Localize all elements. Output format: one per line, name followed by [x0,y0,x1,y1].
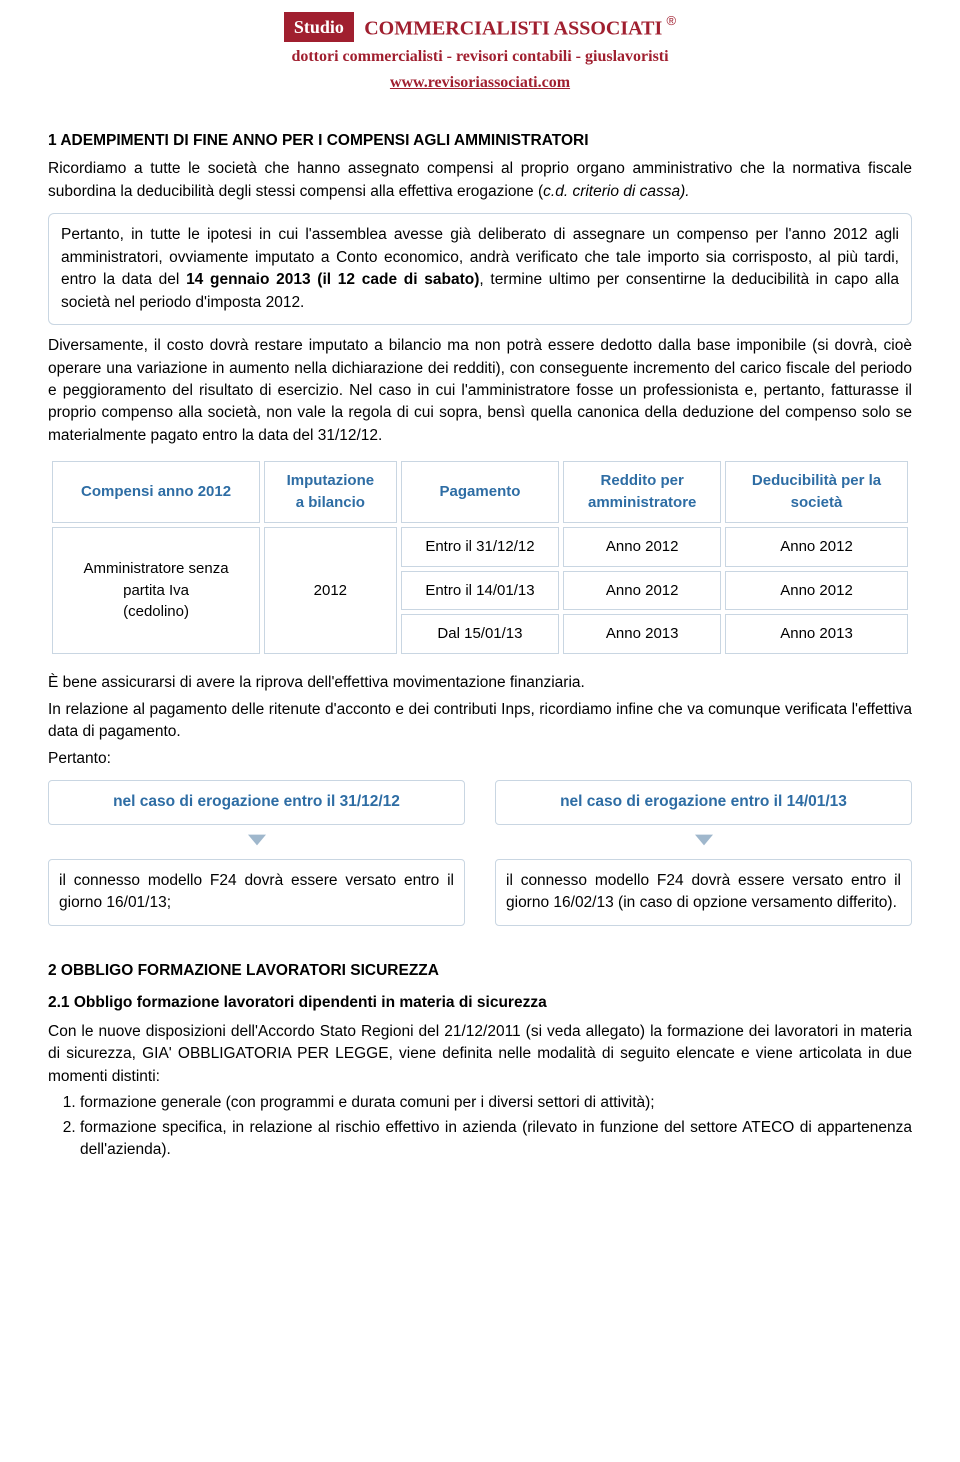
after-table-p1: È bene assicurarsi di avere la riprova d… [48,672,912,694]
callout-bold: 14 gennaio 2013 (il 12 cade di sabato) [186,271,479,288]
section-1-paragraph-2: Diversamente, il costo dovrà restare imp… [48,335,912,447]
studio-badge: Studio [284,12,354,42]
case-right: nel caso di erogazione entro il 14/01/13… [495,780,912,926]
cases-row: nel caso di erogazione entro il 31/12/12… [48,780,912,926]
td-deducibilita: Anno 2013 [725,614,908,654]
list-item: formazione specifica, in relazione al ri… [80,1117,912,1162]
section-2-paragraph: Con le nuove disposizioni dell'Accordo S… [48,1021,912,1088]
case-left-body: il connesso modello F24 dovrà essere ver… [48,859,465,926]
compensi-table: Compensi anno 2012 Imputazione a bilanci… [48,457,912,658]
section-2-list: formazione generale (con programmi e dur… [80,1092,912,1161]
td-amministratore: Amministratore senza partita Iva (cedoli… [52,527,260,654]
td-pagamento: Dal 15/01/13 [401,614,560,654]
case-right-body: il connesso modello F24 dovrà essere ver… [495,859,912,926]
td-pagamento: Entro il 14/01/13 [401,571,560,611]
letterhead-subtitle: dottori commercialisti - revisori contab… [48,45,912,68]
th-reddito: Reddito per amministratore [563,461,721,523]
case-right-header: nel caso di erogazione entro il 14/01/13 [495,780,912,824]
td-deducibilita: Anno 2012 [725,571,908,611]
letterhead-url: www.revisoriassociati.com [48,71,912,94]
letterhead: Studio COMMERCIALISTI ASSOCIATI ® dottor… [48,12,912,94]
arrow-down-icon [48,831,465,853]
after-table-p3: Pertanto: [48,748,912,770]
td-reddito: Anno 2012 [563,527,721,567]
section-1-heading: 1 ADEMPIMENTI DI FINE ANNO PER I COMPENS… [48,130,912,152]
td-imputazione: 2012 [264,527,396,654]
section-1-callout: Pertanto, in tutte le ipotesi in cui l'a… [48,213,912,325]
td-reddito: Anno 2012 [563,571,721,611]
after-table-p2: In relazione al pagamento delle ritenute… [48,699,912,744]
p1-text: Ricordiamo a tutte le società che hanno … [48,160,912,199]
table-row: Amministratore senza partita Iva (cedoli… [52,527,908,567]
case-left-header: nel caso di erogazione entro il 31/12/12 [48,780,465,824]
registered-mark: ® [667,13,677,28]
th-pagamento: Pagamento [401,461,560,523]
th-compensi: Compensi anno 2012 [52,461,260,523]
firm-name: COMMERCIALISTI ASSOCIATI [364,17,662,39]
section-2-subheading: 2.1 Obbligo formazione lavoratori dipend… [48,992,912,1014]
td-deducibilita: Anno 2012 [725,527,908,567]
td-reddito: Anno 2013 [563,614,721,654]
section-2-heading: 2 OBBLIGO FORMAZIONE LAVORATORI SICUREZZ… [48,960,912,982]
th-imputazione: Imputazione a bilancio [264,461,396,523]
table-header-row: Compensi anno 2012 Imputazione a bilanci… [52,461,908,523]
arrow-down-icon [495,831,912,853]
section-1-paragraph-1: Ricordiamo a tutte le società che hanno … [48,158,912,203]
case-left: nel caso di erogazione entro il 31/12/12… [48,780,465,926]
list-item: formazione generale (con programmi e dur… [80,1092,912,1114]
letterhead-line1: Studio COMMERCIALISTI ASSOCIATI ® [48,12,912,43]
td-pagamento: Entro il 31/12/12 [401,527,560,567]
p1-italic: c.d. criterio di cassa). [543,183,689,200]
th-deducibilita: Deducibilità per la società [725,461,908,523]
